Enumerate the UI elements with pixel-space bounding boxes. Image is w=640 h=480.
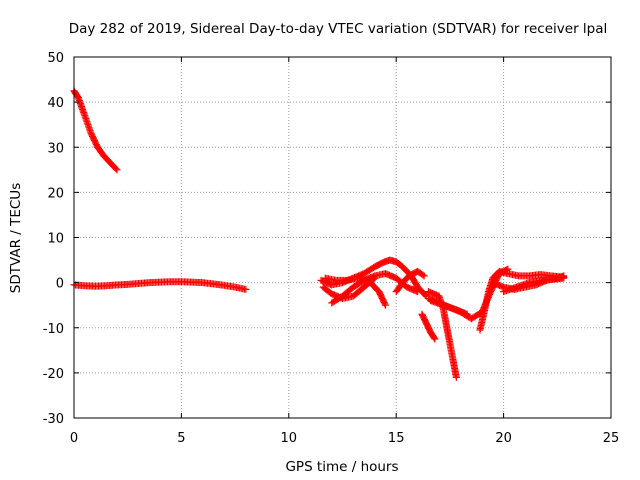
grid — [74, 57, 611, 418]
data-point — [452, 373, 460, 381]
data-point — [430, 334, 438, 342]
x-ticks: 0 5 10 15 20 25 — [70, 57, 619, 446]
data-point — [113, 166, 121, 174]
data-point — [421, 291, 429, 299]
x-tick-label: 15 — [388, 431, 405, 446]
series-arc-7 — [392, 267, 428, 296]
data-point — [381, 301, 389, 309]
data-point — [463, 310, 471, 318]
series-arc-11 — [427, 297, 471, 318]
x-tick-label: 20 — [495, 431, 512, 446]
x-axis-label: GPS time / hours — [285, 459, 398, 475]
data-point — [419, 271, 427, 279]
series-arc-8 — [418, 310, 439, 343]
y-tick-label: 40 — [47, 96, 64, 111]
y-axis-label: SDTVAR / TECUs — [8, 183, 24, 293]
data-point — [242, 285, 250, 293]
series-arc-1 — [70, 87, 121, 174]
y-tick-label: -10 — [43, 322, 64, 337]
y-tick-label: 10 — [47, 232, 64, 247]
data-point — [420, 272, 428, 280]
x-tick-label: 0 — [70, 431, 78, 446]
x-tick-label: 25 — [603, 431, 620, 446]
data-point — [112, 165, 120, 173]
data-point — [381, 300, 389, 308]
data-point — [431, 335, 439, 343]
y-tick-label: 50 — [47, 51, 64, 66]
data-point — [414, 288, 422, 296]
y-ticks: -30 -20 -10 0 10 20 30 40 50 — [43, 51, 611, 427]
y-tick-label: -20 — [43, 367, 64, 382]
y-tick-label: 0 — [56, 277, 64, 292]
x-tick-label: 5 — [177, 431, 185, 446]
y-tick-label: 30 — [47, 141, 64, 156]
data-point — [560, 274, 568, 282]
chart-title: Day 282 of 2019, Sidereal Day-to-day VTE… — [69, 21, 608, 37]
series-arc-2 — [70, 278, 250, 293]
y-tick-label: -30 — [43, 412, 64, 427]
series-arc-14 — [500, 274, 568, 296]
x-tick-label: 10 — [281, 431, 298, 446]
data-layer — [70, 87, 568, 381]
y-tick-label: 20 — [47, 186, 64, 201]
